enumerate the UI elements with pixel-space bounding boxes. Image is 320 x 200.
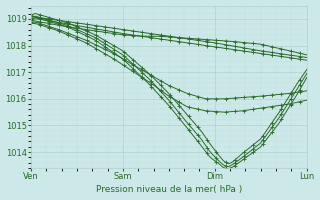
X-axis label: Pression niveau de la mer( hPa ): Pression niveau de la mer( hPa ) <box>96 185 242 194</box>
